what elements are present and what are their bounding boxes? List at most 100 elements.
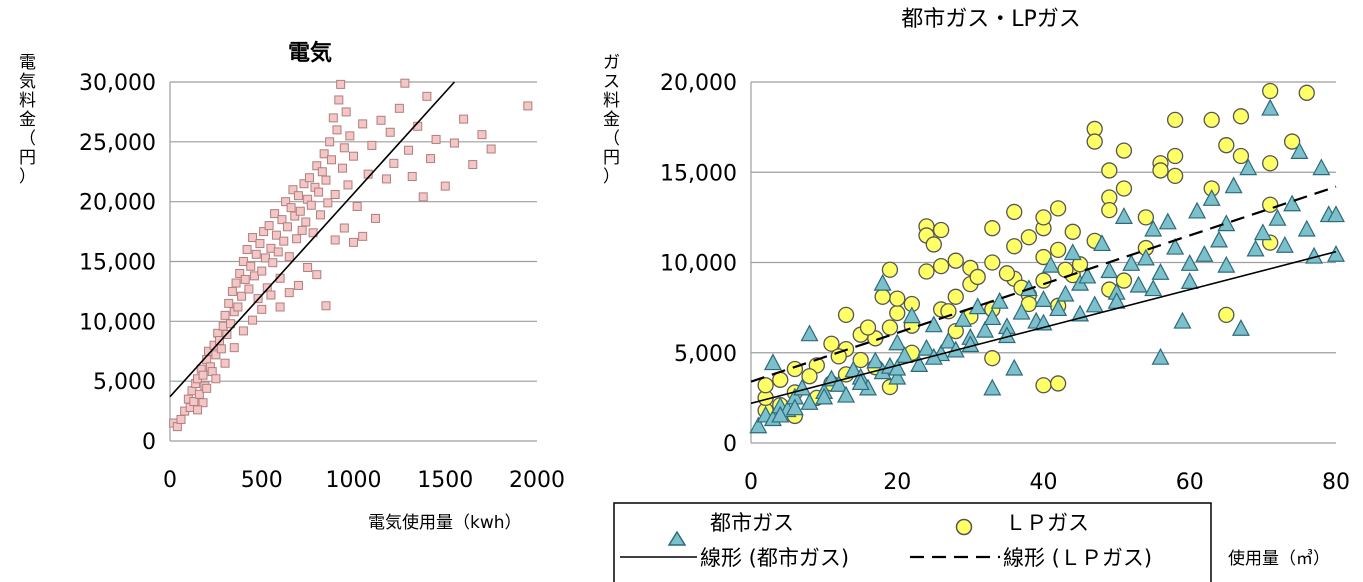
lp-gas-data-point	[947, 322, 964, 340]
city-gas-data-point	[1217, 255, 1236, 273]
electricity-data-point	[376, 115, 386, 125]
city-gas-data-point	[785, 398, 804, 416]
city-gas-data-point	[873, 273, 892, 291]
electricity-data-point	[317, 167, 327, 177]
city-gas-data-point	[1180, 272, 1199, 289]
gas-y-axis-label: ガス料金（円）	[603, 53, 620, 187]
electricity-data-point	[198, 398, 208, 408]
electricity-data-point	[275, 302, 285, 312]
electricity-data-point	[299, 179, 309, 189]
lp-gas-data-point	[1262, 155, 1279, 172]
electricity-data-point	[260, 253, 270, 263]
electricity-data-point	[248, 315, 258, 325]
city-gas-data-point	[1327, 205, 1345, 223]
lp-gas-data-point	[852, 351, 869, 369]
lp-gas-data-point	[947, 252, 964, 269]
city-gas-data-point	[1327, 245, 1345, 262]
lp-gas-data-point	[889, 304, 906, 322]
electricity-data-point	[229, 343, 239, 353]
electricity-data-point	[349, 151, 358, 161]
city-gas-data-point	[1224, 176, 1243, 194]
lp-gas-data-point	[984, 254, 1001, 271]
electricity-data-point	[330, 189, 340, 199]
electricity-data-point	[211, 350, 221, 360]
electricity-data-point	[440, 181, 450, 191]
electricity-data-point	[286, 203, 296, 213]
electricity-data-point	[306, 200, 316, 210]
city-gas-data-point	[749, 416, 768, 434]
electricity-data-point	[292, 234, 302, 244]
electricity-data-point	[220, 358, 230, 368]
electricity-data-point	[246, 261, 256, 271]
lp-gas-data-point	[1115, 142, 1133, 159]
city-gas-data-point	[1122, 254, 1141, 271]
electricity-data-point	[367, 140, 377, 150]
legend-lp-gas-marker	[955, 518, 973, 536]
electricity-data-point	[251, 249, 261, 259]
electricity-data-point	[257, 266, 267, 276]
lp-gas-data-point	[1166, 147, 1184, 165]
electricity-data-point	[249, 271, 259, 281]
electricity-data-point	[255, 239, 265, 249]
electricity-data-point	[334, 95, 344, 105]
lp-gas-data-point	[837, 306, 855, 323]
city-gas-data-point	[968, 297, 987, 315]
electricity-data-point	[312, 270, 322, 280]
city-gas-data-point	[1312, 158, 1331, 176]
y-tick-label: 20,000	[79, 191, 156, 216]
lp-gas-data-point	[1086, 133, 1103, 150]
electricity-y-axis-label: 電気料金（円）	[19, 53, 36, 187]
electricity-data-point	[339, 223, 349, 233]
electricity-x-ticks: 0 500 1000 1500 2000	[163, 468, 565, 493]
electricity-data-point	[468, 160, 478, 170]
electricity-data-point	[284, 252, 294, 262]
lp-gas-data-point	[1035, 209, 1052, 226]
city-gas-data-point	[800, 324, 819, 342]
electricity-data-point	[268, 258, 278, 268]
electricity-data-point	[266, 243, 276, 253]
electricity-data-point	[407, 172, 417, 182]
city-gas-data-point	[1041, 255, 1060, 273]
city-gas-data-point	[924, 315, 943, 333]
lp-gas-data-point	[881, 261, 899, 278]
y-tick-label: 10,000	[660, 252, 737, 277]
lp-gas-data-point	[859, 319, 877, 336]
electricity-x-axis-label: 電気使用量（kwh）	[368, 512, 522, 533]
lp-gas-data-point	[1101, 162, 1118, 179]
electricity-data-point	[349, 237, 358, 247]
lp-gas-data-point	[1049, 241, 1067, 259]
lp-gas-data-point	[1283, 133, 1301, 150]
city-gas-data-point	[1093, 234, 1111, 252]
city-gas-data-point	[771, 405, 790, 423]
y-tick-label: 10,000	[79, 310, 156, 335]
electricity-data-point	[385, 127, 395, 137]
city-gas-data-point	[1261, 98, 1280, 116]
lp-gas-data-point	[1232, 108, 1250, 125]
city-gas-data-point	[1246, 239, 1265, 257]
city-gas-data-point	[1188, 201, 1207, 219]
lp-gas-data-point	[1218, 137, 1235, 154]
city-gas-data-point	[1166, 237, 1185, 255]
electricity-data-point	[332, 125, 342, 135]
x-tick-label: 0	[163, 468, 177, 493]
electricity-data-point	[288, 185, 298, 195]
gas-gridlines	[750, 81, 1336, 444]
electricity-data-point	[371, 213, 381, 223]
electricity-data-points	[169, 78, 533, 432]
lp-gas-data-point	[1262, 82, 1279, 100]
electricity-data-point	[216, 344, 226, 354]
electricity-data-point	[257, 304, 267, 314]
lp-gas-data-point	[1152, 162, 1169, 179]
city-gas-data-point	[1151, 347, 1170, 365]
electricity-data-point	[235, 268, 245, 278]
electricity-data-point	[227, 286, 237, 296]
electricity-data-point	[244, 284, 254, 294]
city-gas-data-point	[1202, 189, 1221, 206]
electricity-data-point	[486, 144, 496, 154]
electricity-data-point	[242, 245, 252, 255]
electricity-data-point	[259, 227, 269, 237]
electricity-data-point	[224, 298, 234, 308]
city-gas-data-point	[1063, 243, 1082, 261]
electricity-chart: 電気 電気料金（円） 電気使用量（kwh） 0 5,000 10,000 15,000…	[19, 40, 565, 533]
